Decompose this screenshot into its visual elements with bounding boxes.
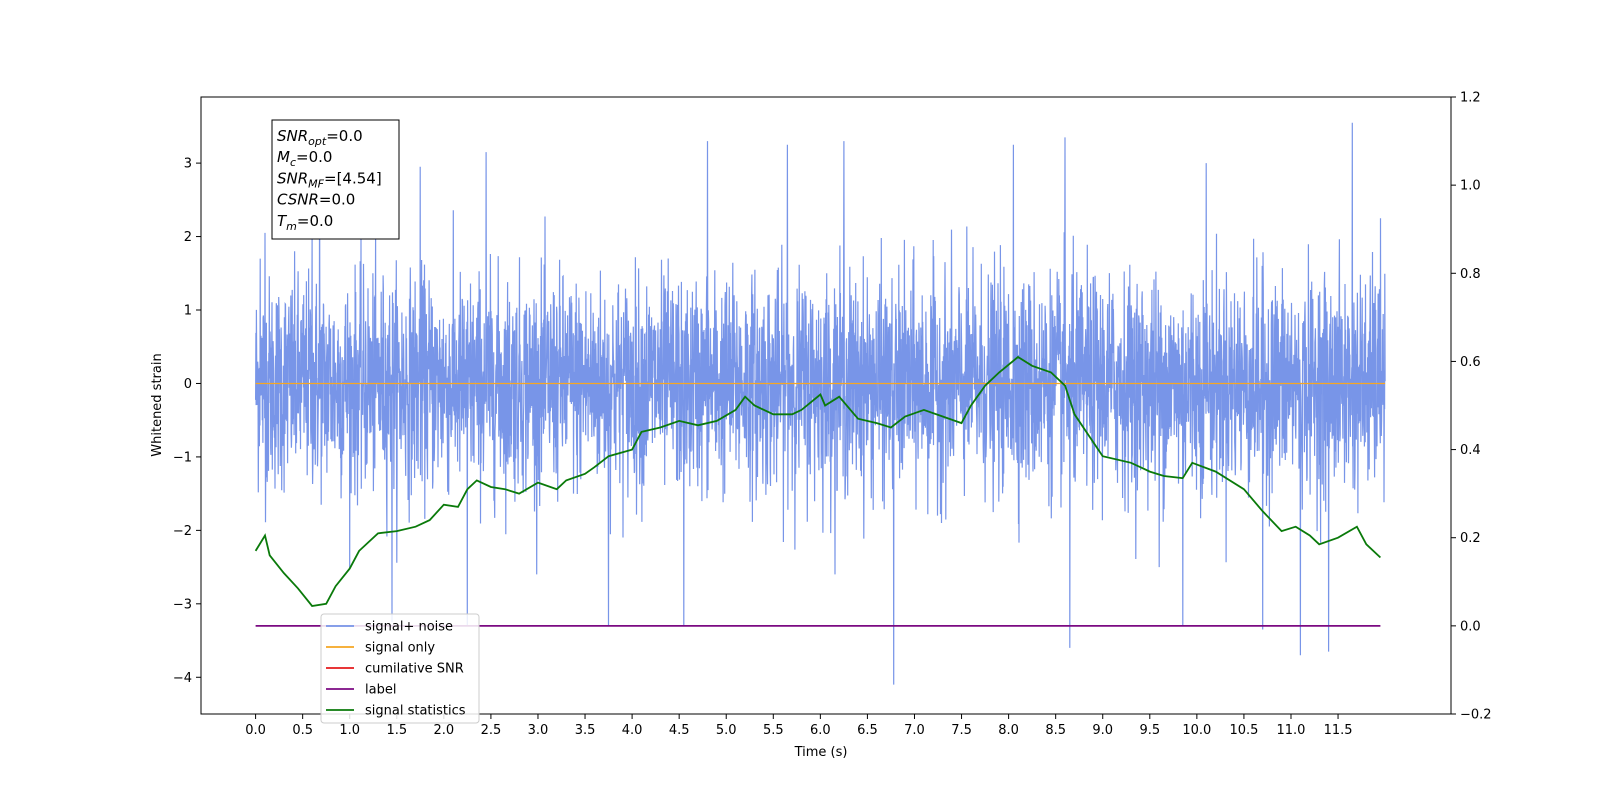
legend-label: signal statistics bbox=[365, 704, 466, 719]
x-tick-label: 7.5 bbox=[951, 723, 972, 738]
noise-series-layer bbox=[255, 122, 1386, 685]
x-tick-label: 10.5 bbox=[1229, 723, 1258, 738]
x-tick-label: 4.5 bbox=[669, 723, 690, 738]
series-signal-noise bbox=[255, 122, 1386, 685]
y2-tick-label: 0.8 bbox=[1460, 267, 1481, 282]
y-tick-label: −2 bbox=[173, 524, 192, 539]
x-tick-label: 6.0 bbox=[810, 723, 831, 738]
x-tick-label: 6.5 bbox=[857, 723, 878, 738]
legend: signal+ noise signal only cumilative SNR la… bbox=[320, 613, 480, 724]
series-line-4 bbox=[254, 355, 1382, 607]
y-tick-label: −3 bbox=[173, 597, 192, 612]
x-tick-label: 7.0 bbox=[904, 723, 925, 738]
y2-tick-label: 0.4 bbox=[1460, 443, 1481, 458]
x-tick-label: 11.0 bbox=[1277, 723, 1306, 738]
y-tick-label: −1 bbox=[173, 450, 192, 465]
x-tick-label: 4.0 bbox=[622, 723, 643, 738]
x-tick-label: 10.0 bbox=[1182, 723, 1211, 738]
x-tick-label: 0.5 bbox=[292, 723, 313, 738]
x-tick-label: 2.0 bbox=[434, 723, 455, 738]
x-tick-label: 9.5 bbox=[1139, 723, 1160, 738]
x-axis: 0.0 0.5 1.0 1.5 2.0 2.5 3.0 3.5 4.0 4.5 5.0 5.5 6.0 6… bbox=[245, 714, 1353, 738]
legend-label: cumilative SNR bbox=[365, 662, 464, 677]
y-axis-left: −4 −3 −2 −1 0 1 2 3 bbox=[173, 157, 201, 686]
x-tick-label: 5.5 bbox=[763, 723, 784, 738]
y-axis-right: −0.2 0.0 0.2 0.4 0.6 0.8 1.0 1.2 bbox=[1451, 91, 1492, 723]
legend-frame bbox=[320, 613, 480, 724]
annotation-line: CSNR=0.0 bbox=[277, 191, 355, 209]
x-tick-label: 5.0 bbox=[716, 723, 737, 738]
y2-tick-label: 0.6 bbox=[1460, 355, 1481, 370]
y-tick-label: 3 bbox=[184, 157, 192, 172]
y-tick-label: 1 bbox=[184, 304, 192, 319]
x-tick-label: 2.5 bbox=[481, 723, 502, 738]
legend-label: label bbox=[365, 683, 396, 698]
x-tick-label: 8.5 bbox=[1045, 723, 1066, 738]
x-axis-label: Time (s) bbox=[794, 745, 848, 760]
y-tick-label: −4 bbox=[173, 671, 192, 686]
annotation-line: Mc=0.0 bbox=[277, 148, 332, 169]
annotation-line: SNRopt=0.0 bbox=[277, 127, 363, 148]
x-tick-label: 0.0 bbox=[245, 723, 266, 738]
legend-label: signal+ noise bbox=[365, 620, 453, 635]
x-tick-label: 8.0 bbox=[998, 723, 1019, 738]
y2-tick-label: 1.2 bbox=[1460, 91, 1481, 106]
plot-frame bbox=[200, 96, 1452, 715]
y-tick-label: 0 bbox=[184, 377, 192, 392]
x-tick-label: 11.5 bbox=[1324, 723, 1353, 738]
y-axis-label: Whitened strain bbox=[150, 353, 165, 456]
x-tick-label: 1.0 bbox=[339, 723, 360, 738]
legend-label: signal only bbox=[365, 641, 435, 656]
y2-tick-label: 1.0 bbox=[1460, 179, 1481, 194]
y2-tick-label: −0.2 bbox=[1460, 708, 1492, 723]
x-tick-label: 1.5 bbox=[386, 723, 407, 738]
x-tick-label: 3.0 bbox=[528, 723, 549, 738]
annotation-frame bbox=[271, 119, 400, 240]
annotation-line: Tm=0.0 bbox=[277, 212, 333, 233]
y2-tick-label: 0.0 bbox=[1460, 619, 1481, 634]
y-tick-label: 2 bbox=[184, 230, 192, 245]
y2-tick-label: 0.2 bbox=[1460, 531, 1481, 546]
annotation-line: SNRMF=[4.54] bbox=[277, 169, 382, 190]
x-tick-label: 3.5 bbox=[575, 723, 596, 738]
x-tick-label: 9.0 bbox=[1092, 723, 1113, 738]
